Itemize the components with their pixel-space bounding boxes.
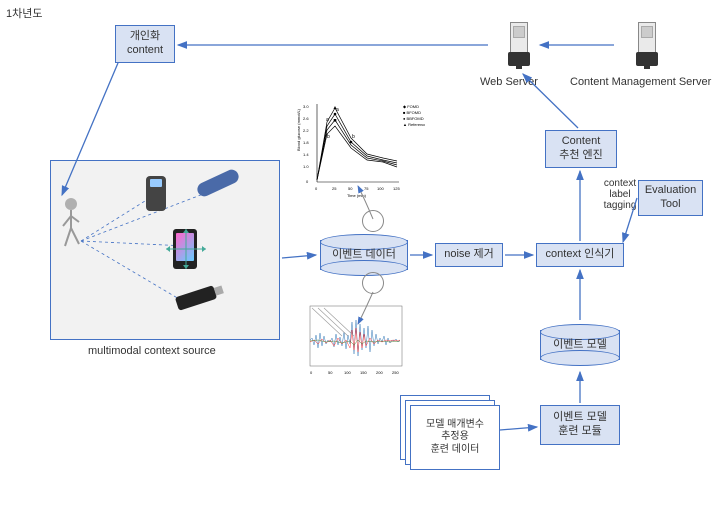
- data-sample-circle-top: [362, 210, 384, 232]
- data-sample-circle-bottom: [362, 272, 384, 294]
- noise-removal-box: noise 제거: [435, 243, 503, 267]
- multimodal-context-source-label: multimodal context source: [88, 345, 216, 358]
- cms-server-label: Content Management Server: [570, 76, 715, 89]
- event-model-label: 이벤트 모델: [541, 338, 619, 351]
- content-engine-box: Content 추천 엔진: [545, 130, 617, 168]
- svg-text:75: 75: [364, 186, 369, 191]
- svg-text:50: 50: [328, 370, 333, 375]
- glucose-meter-icon: [146, 176, 166, 211]
- evaluation-tool-box: Evaluation Tool: [638, 180, 703, 216]
- svg-text:◆ FOMD: ◆ FOMD: [403, 104, 419, 109]
- event-data-label: 이벤트 데이터: [321, 248, 407, 261]
- svg-text:3.0: 3.0: [303, 104, 309, 109]
- training-data-docs: 모델 매개변수 추정용 훈련 데이터: [400, 395, 496, 473]
- svg-text:25: 25: [332, 186, 337, 191]
- svg-text:50: 50: [348, 186, 353, 191]
- event-model-training-module-box: 이벤트 모델 훈련 모듈: [540, 405, 620, 445]
- phone-arrows: [156, 219, 216, 279]
- svg-text:150: 150: [360, 370, 367, 375]
- svg-text:100: 100: [377, 186, 384, 191]
- svg-text:b: b: [352, 134, 355, 140]
- svg-text:200: 200: [376, 370, 383, 375]
- svg-text:100: 100: [344, 370, 351, 375]
- multimodal-context-source-frame: [50, 160, 280, 340]
- svg-text:▲ Reference bread: ▲ Reference bread: [403, 122, 425, 127]
- svg-text:2.6: 2.6: [303, 116, 309, 121]
- training-data-label: 모델 매개변수 추정용 훈련 데이터: [410, 405, 500, 470]
- cms-server-icon: [618, 22, 676, 66]
- context-label-tagging: context label tagging: [598, 178, 642, 211]
- svg-text:a: a: [326, 117, 329, 123]
- svg-text:■ BFOMD: ■ BFOMD: [403, 110, 421, 115]
- blood-glucose-chart: 0 1.0 1.4 1.8 2.2 2.6 3.0 0 25 50 75 100 125 Time…: [295, 98, 425, 198]
- svg-text:250: 250: [392, 370, 399, 375]
- svg-text:0: 0: [310, 370, 313, 375]
- svg-text:2.2: 2.2: [303, 128, 309, 133]
- event-data-cylinder: 이벤트 데이터: [320, 240, 408, 270]
- svg-text:1.8: 1.8: [303, 140, 309, 145]
- context-recognizer-box: context 인식기: [536, 243, 624, 267]
- web-server-icon: [490, 22, 548, 66]
- svg-text:125: 125: [393, 186, 400, 191]
- svg-text:1.4: 1.4: [303, 152, 309, 157]
- svg-text:Blood glucose (mmol/L): Blood glucose (mmol/L): [296, 108, 301, 151]
- svg-text:Time (min): Time (min): [347, 193, 367, 198]
- svg-text:0: 0: [315, 186, 318, 191]
- web-server-label: Web Server: [480, 76, 560, 89]
- year-title: 1차년도: [6, 8, 42, 21]
- svg-text:● BBFOMD: ● BBFOMD: [403, 116, 424, 121]
- svg-text:1.0: 1.0: [303, 164, 309, 169]
- event-model-cylinder: 이벤트 모델: [540, 330, 620, 360]
- spectrogram-chart: 0 50 100 150 200 250: [300, 300, 410, 380]
- svg-text:b: b: [327, 134, 330, 140]
- svg-text:0: 0: [306, 179, 309, 184]
- personalized-content-box: 개인화 content: [115, 25, 175, 63]
- svg-text:a: a: [336, 107, 339, 113]
